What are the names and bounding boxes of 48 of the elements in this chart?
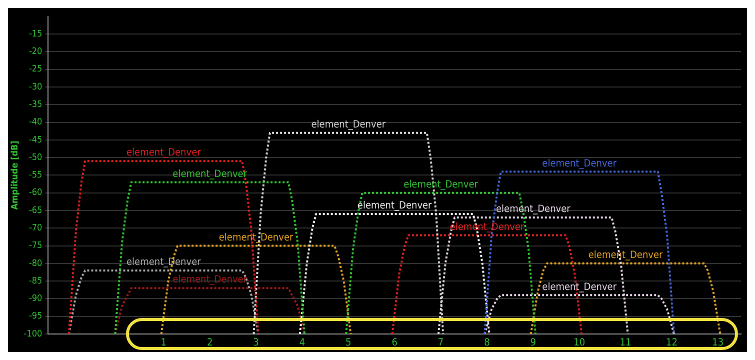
line-series [68,269,260,334]
line-series [530,262,722,334]
line-series [114,287,306,334]
x-tick-label: 4 [299,338,306,349]
series-label: element_Denver [542,158,617,170]
x-tick-label: 7 [438,338,444,349]
y-tick-label: -20 [28,47,42,58]
series-label: element_Denver [218,232,294,244]
x-tick-label: 10 [574,338,586,349]
y-tick-label: -50 [28,152,42,163]
series-label: element_Denver [172,168,248,180]
y-tick-label: -40 [28,118,42,128]
series-label: element_Denver [404,179,478,190]
y-tick-label: -75 [28,241,42,252]
series-label: element_Denver [588,250,663,262]
y-tick-label: -55 [28,170,42,181]
y-tick-label: -100 [24,329,42,340]
x-tick-label: 5 [346,338,352,349]
y-tick-label: -45 [28,135,42,146]
y-tick-label: -70 [28,223,42,234]
series-label: element_Denver [172,274,248,286]
series-label: element_Denver [126,257,202,268]
series-label: element_Denver [496,204,571,216]
x-tick-label: 9 [530,338,536,349]
line-series [114,181,306,334]
x-tick-label: 12 [666,338,678,349]
x-tick-label: 13 [712,338,724,349]
x-tick-label: 6 [392,338,398,349]
y-axis-title: Amplitude [dB] [10,140,21,210]
y-tick-label: -95 [28,312,42,322]
series-label: element_Denver [126,148,202,159]
series-label: element_Denver [357,200,432,212]
x-tick-label: 2 [206,338,213,349]
y-tick-label: -30 [28,82,42,92]
series-label: element_Denver [311,119,386,130]
x-tick-label: 11 [620,338,632,349]
y-tick-label: -35 [28,100,42,110]
y-tick-label: -85 [28,276,42,286]
x-tick-label: 1 [160,338,167,349]
series-label: element_Denver [542,282,617,293]
y-tick-label: -60 [28,188,42,198]
x-tick-label: 8 [484,338,490,349]
y-tick-label: -80 [28,258,42,269]
x-tick-label: 3 [253,338,259,349]
y-tick-label: -15 [28,29,42,40]
y-tick-label: -65 [28,206,42,216]
y-tick-label: -90 [28,294,42,304]
y-tick-label: -25 [28,64,42,75]
